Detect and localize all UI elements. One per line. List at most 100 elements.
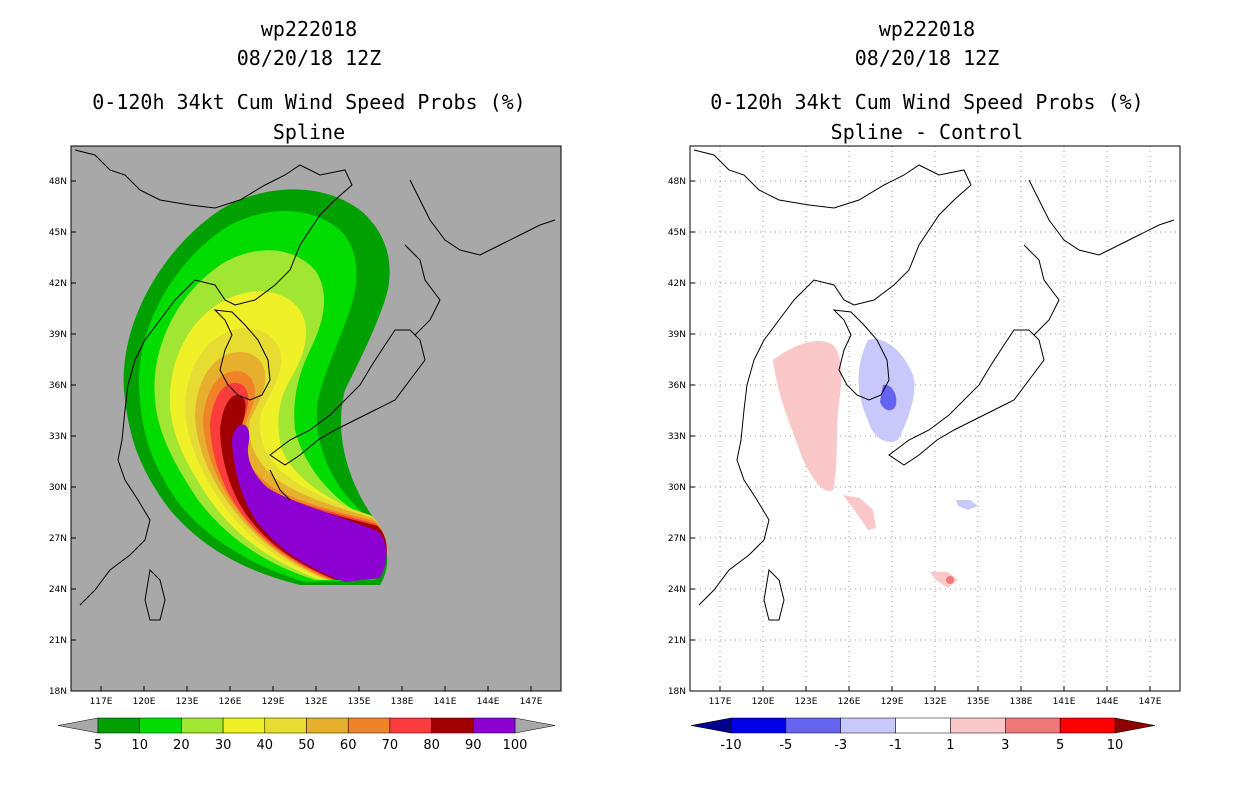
colorbar-segment: [785, 717, 841, 734]
lat-label: 21N: [668, 636, 686, 646]
lat-label: 33N: [668, 432, 686, 442]
colorbar-label: -1: [889, 738, 902, 753]
lon-label: 129E: [881, 697, 904, 707]
colorbar-segment: [181, 717, 224, 734]
lat-label: 36N: [668, 381, 686, 391]
map-axes: 48N 45N 42N 39N 36N 33N 30N 27N 24N 21N 18N 117E 120…: [668, 177, 1162, 707]
lon-label: 147E: [1139, 697, 1162, 707]
gridlines: [690, 146, 1180, 691]
map-axes: 48N 45N 42N 39N 36N 33N 30N 27N 24N 21N 18N 117E 120…: [49, 177, 543, 707]
lat-label: 48N: [668, 177, 686, 187]
map-difference: 48N 45N 42N 39N 36N 33N 30N 27N 24N 21N 18N 117E 120…: [668, 145, 1181, 753]
lon-label: 138E: [391, 697, 414, 707]
positive-peak: [946, 576, 954, 584]
colorbar-difference: -10 -5 -3 -1 1 3 5 10: [690, 717, 1156, 753]
lat-label: 45N: [49, 228, 67, 238]
lon-label: 132E: [924, 697, 947, 707]
colorbar-label: 60: [340, 738, 357, 753]
colorbar-label: 100: [503, 738, 528, 753]
colorbar-segment: [1005, 717, 1061, 734]
lon-label: 123E: [795, 697, 818, 707]
subtitle: Spline: [272, 120, 346, 144]
colorbar-segment: [347, 717, 391, 734]
positive-spot: [930, 572, 958, 588]
lat-label: 18N: [49, 687, 67, 697]
lon-label: 129E: [262, 697, 285, 707]
subtitle: Spline - Control: [830, 120, 1024, 144]
lat-label: 39N: [668, 330, 686, 340]
lon-label: 144E: [1096, 697, 1119, 707]
lat-label: 24N: [668, 585, 686, 595]
colorbar-label: 10: [131, 738, 148, 753]
lat-label: 33N: [49, 432, 67, 442]
colorbar-label: 30: [215, 738, 232, 753]
colorbar-segment: [222, 717, 266, 734]
colorbar-left-arrow: [690, 717, 732, 734]
colorbar-segment: [389, 717, 432, 734]
colorbar-label: -3: [834, 738, 847, 753]
contour-100: [232, 424, 387, 582]
colorbar-label: 40: [257, 738, 274, 753]
lat-label: 42N: [668, 279, 686, 289]
lat-label: 27N: [668, 534, 686, 544]
colorbar-segment: [730, 717, 787, 734]
map-spline: 48N 45N 42N 39N 36N 33N 30N 27N 24N 21N 18N 117E 120…: [49, 145, 562, 753]
panel-difference: wp222018 08/20/18 12Z 0-120h 34kt Cum Wi…: [618, 0, 1236, 800]
colorbar-label: 90: [465, 738, 482, 753]
lon-label: 141E: [1053, 697, 1076, 707]
lon-label: 144E: [477, 697, 500, 707]
lat-label: 30N: [49, 483, 67, 493]
lon-label: 126E: [838, 697, 861, 707]
colorbar-label: 20: [173, 738, 190, 753]
colorbar-segment: [97, 717, 140, 734]
colorbar-segment: [431, 717, 474, 734]
lat-label: 18N: [668, 687, 686, 697]
lat-label: 24N: [49, 585, 67, 595]
lat-label: 42N: [49, 279, 67, 289]
lat-label: 21N: [49, 636, 67, 646]
lon-label: 135E: [348, 697, 371, 707]
coastlines: [693, 149, 1175, 621]
colorbar-segment: [1059, 717, 1116, 734]
colorbar-label: -5: [779, 738, 792, 753]
datetime-title: 08/20/18 12Z: [236, 46, 382, 70]
colorbar-segment: [139, 717, 182, 734]
lon-label: 120E: [133, 697, 156, 707]
colorbar-label: 5: [94, 738, 102, 753]
positive-region: [773, 340, 842, 491]
colorbar-segment: [950, 717, 1006, 734]
storm-id-title: wp222018: [878, 17, 976, 41]
map-background: [690, 146, 1180, 691]
lon-label: 126E: [219, 697, 242, 707]
colorbar-segment: [840, 717, 896, 734]
negative-patch: [956, 500, 978, 510]
storm-id-title: wp222018: [260, 17, 358, 41]
panel-spline: wp222018 08/20/18 12Z 0-120h 34kt Cum Wi…: [49, 17, 562, 753]
coastlines: [74, 149, 556, 621]
difference-contours: [773, 339, 978, 588]
colorbar-label: 3: [1001, 738, 1009, 753]
lon-label: 135E: [967, 697, 990, 707]
lat-label: 36N: [49, 381, 67, 391]
colorbar-label: 70: [382, 738, 399, 753]
colorbar-right-arrow: [514, 717, 556, 734]
colorbar-segment: [306, 717, 349, 734]
lat-label: 27N: [49, 534, 67, 544]
lon-label: 117E: [90, 697, 113, 707]
lat-label: 39N: [49, 330, 67, 340]
colorbar-label: 5: [1056, 738, 1064, 753]
colorbar-label: 50: [298, 738, 315, 753]
colorbar-segment: [473, 717, 516, 734]
colorbar-spline: 5 10 20 30 40 50 60 70 80 90 100: [57, 717, 556, 753]
product-title: 0-120h 34kt Cum Wind Speed Probs (%): [710, 90, 1144, 114]
lon-label: 132E: [305, 697, 328, 707]
lat-label: 30N: [668, 483, 686, 493]
probability-swath: [123, 189, 390, 585]
colorbar-right-arrow: [1114, 717, 1156, 734]
lon-label: 120E: [752, 697, 775, 707]
colorbar-label: 1: [946, 738, 954, 753]
colorbar-left-arrow: [57, 717, 99, 734]
lon-label: 117E: [709, 697, 732, 707]
lon-label: 147E: [520, 697, 543, 707]
lon-label: 141E: [434, 697, 457, 707]
